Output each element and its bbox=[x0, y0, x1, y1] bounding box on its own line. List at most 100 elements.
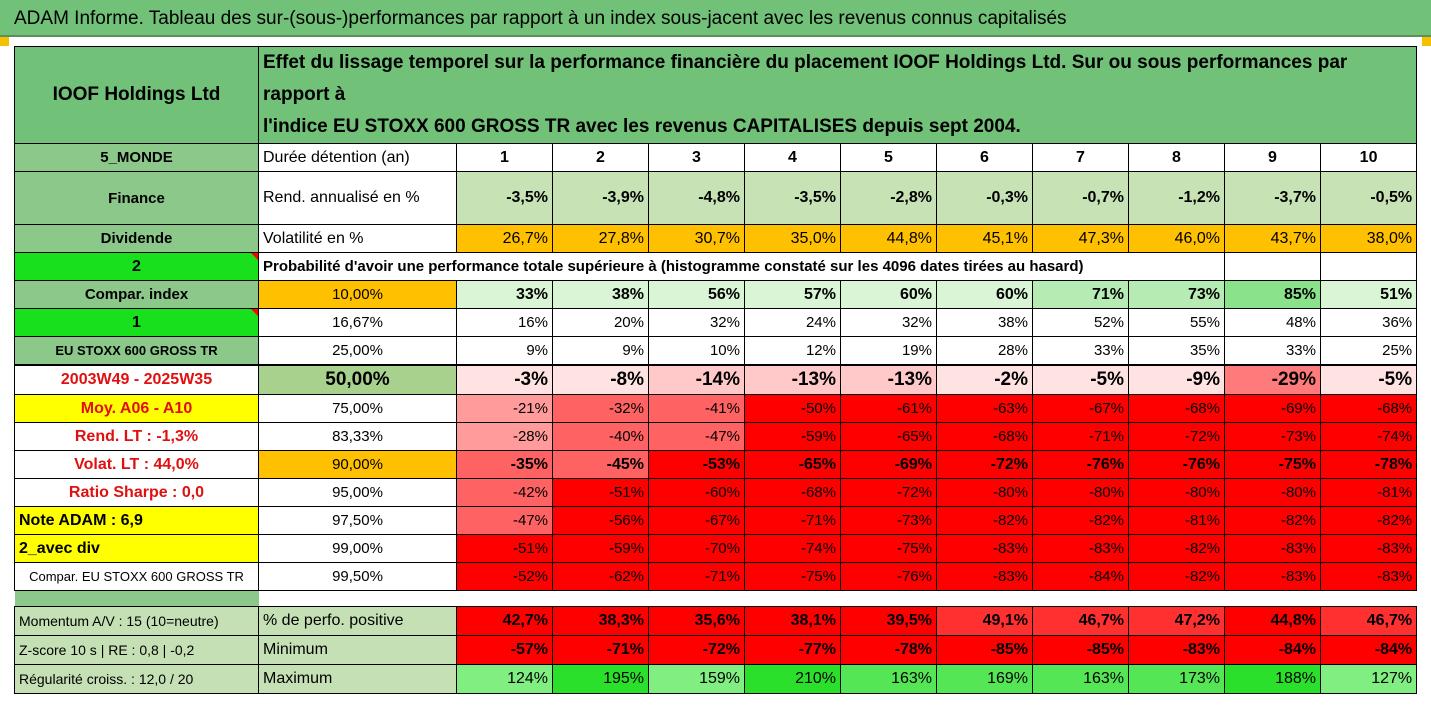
percentile-row: Note ADAM : 6,9 97,50% -47% -56% -67% -71% -73… bbox=[14, 506, 1418, 535]
header-description-row: IOOF Holdings Ltd Effet du lissage tempo… bbox=[14, 46, 1418, 144]
stat-cell: -85% bbox=[936, 635, 1033, 665]
stat-label: Maximum bbox=[258, 664, 457, 694]
percentile-cell: -68% bbox=[1319, 394, 1418, 423]
stat-cell: 46,7% bbox=[1032, 606, 1129, 636]
stat-cell: -72% bbox=[648, 635, 745, 665]
percentile-cell: -82% bbox=[1319, 506, 1418, 535]
percentile-cell: -14% bbox=[648, 363, 745, 395]
percentile-cell: 60% bbox=[936, 280, 1033, 309]
report-title: ADAM Informe. Tableau des sur-(sous-)per… bbox=[0, 0, 1431, 37]
percentile-row: Ratio Sharpe : 0,0 95,00% -42% -51% -60% -68%… bbox=[14, 478, 1418, 507]
percentile-cell: 51% bbox=[1319, 280, 1418, 309]
percentile-cell: -82% bbox=[1224, 506, 1321, 535]
percentile-cell: -35% bbox=[456, 450, 553, 479]
annualized-return-cell: -3,7% bbox=[1224, 171, 1321, 225]
percentile-cell: 85% bbox=[1224, 280, 1321, 309]
percentile-cell: -83% bbox=[936, 534, 1033, 563]
percentile-cell: -69% bbox=[1224, 394, 1321, 423]
years-header-row: 5_MONDE Durée détention (an) 1 2 3 4 5 6… bbox=[14, 143, 1418, 172]
volatility-cell: 30,7% bbox=[648, 224, 745, 253]
percentile-cell: 24% bbox=[744, 308, 841, 337]
percentile-cell: -40% bbox=[552, 422, 649, 451]
percentile-cell: -45% bbox=[552, 450, 649, 479]
stat-cell: 35,6% bbox=[648, 606, 745, 636]
percentile-cell: 35% bbox=[1128, 336, 1225, 365]
volatility-cell: 27,8% bbox=[552, 224, 649, 253]
stat-cell: 169% bbox=[936, 664, 1033, 694]
percentile-cell: -62% bbox=[552, 562, 649, 591]
percentile-cell: 60% bbox=[840, 280, 937, 309]
percentile-cell: -82% bbox=[1128, 562, 1225, 591]
adam-score-label: Note ADAM : 6,9 bbox=[14, 506, 259, 535]
stat-cell: 42,7% bbox=[456, 606, 553, 636]
percentile-cell: -68% bbox=[744, 478, 841, 507]
selector-one[interactable]: 1 bbox=[14, 308, 259, 337]
compare-index-label: Compar. EU STOXX 600 GROSS TR bbox=[14, 562, 259, 591]
percentile-cell: -59% bbox=[744, 422, 841, 451]
long-term-return-label: Rend. LT : -1,3% bbox=[14, 422, 259, 451]
momentum-label: Momentum A/V : 15 (10=neutre) bbox=[14, 606, 259, 636]
percentile-row: EU STOXX 600 GROSS TR 25,00% 9% 9% 10% 12% 19%… bbox=[14, 336, 1418, 365]
volatility-cell: 46,0% bbox=[1128, 224, 1225, 253]
probability-caption: Probabilité d'avoir une performance tota… bbox=[258, 252, 1225, 281]
stat-cell: 163% bbox=[1032, 664, 1129, 694]
zscore-label: Z-score 10 s | RE : 0,8 | -0,2 bbox=[14, 635, 259, 665]
selector-two[interactable]: 2 bbox=[14, 252, 259, 281]
volatility-label: Volatilité en % bbox=[258, 224, 457, 253]
percentile-cell: -75% bbox=[840, 534, 937, 563]
year-header: 3 bbox=[648, 143, 745, 172]
percentile-cell: -80% bbox=[1128, 478, 1225, 507]
probability-header-row: 2 Probabilité d'avoir une performance to… bbox=[14, 252, 1418, 281]
percentile-row: Rend. LT : -1,3% 83,33% -28% -40% -47% -59% -6… bbox=[14, 422, 1418, 451]
percentile-cell: 12% bbox=[744, 336, 841, 365]
annualized-return-row: Finance Rend. annualisé en % -3,5% -3,9% -… bbox=[14, 171, 1418, 225]
annualized-return-cell: -3,5% bbox=[744, 171, 841, 225]
percentile-cell: -65% bbox=[744, 450, 841, 479]
sector-label[interactable]: Finance bbox=[14, 171, 259, 225]
percentile-cell: -51% bbox=[552, 478, 649, 507]
dividend-label[interactable]: Dividende bbox=[14, 224, 259, 253]
company-name[interactable]: IOOF Holdings Ltd bbox=[14, 46, 259, 144]
percentile-cell: -60% bbox=[648, 478, 745, 507]
percentile-label: 83,33% bbox=[258, 422, 457, 451]
stat-cell: 38,1% bbox=[744, 606, 841, 636]
spacer-row bbox=[14, 590, 1417, 607]
stat-cell: 49,1% bbox=[936, 606, 1033, 636]
percentile-cell: 20% bbox=[552, 308, 649, 337]
annualized-return-label: Rend. annualisé en % bbox=[258, 171, 457, 225]
year-header: 4 bbox=[744, 143, 841, 172]
stat-cell: 159% bbox=[648, 664, 745, 694]
percentile-cell: -50% bbox=[744, 394, 841, 423]
percentile-cell: -71% bbox=[1032, 422, 1129, 451]
percentile-cell: -5% bbox=[1032, 363, 1129, 395]
region-label[interactable]: 5_MONDE bbox=[14, 143, 259, 172]
stat-label: % de perfo. positive bbox=[258, 606, 457, 636]
percentile-cell: 28% bbox=[936, 336, 1033, 365]
percentile-cell: 9% bbox=[456, 336, 553, 365]
percentile-row: Moy. A06 - A10 75,00% -21% -32% -41% -50% -61%… bbox=[14, 394, 1418, 423]
percentile-cell: -67% bbox=[1032, 394, 1129, 423]
stat-cell: 38,3% bbox=[552, 606, 649, 636]
percentile-cell: 16% bbox=[456, 308, 553, 337]
corner-marker bbox=[0, 37, 9, 46]
percentile-label: 16,67% bbox=[258, 308, 457, 337]
percentile-cell: -83% bbox=[1319, 534, 1418, 563]
percentile-cell: -51% bbox=[456, 534, 553, 563]
percentile-cell: 38% bbox=[552, 280, 649, 309]
percentile-cell: -28% bbox=[456, 422, 553, 451]
stat-cell: 124% bbox=[456, 664, 553, 694]
volatility-cell: 38,0% bbox=[1319, 224, 1418, 253]
empty-cell bbox=[1224, 252, 1321, 281]
percentile-cell: -3% bbox=[456, 363, 553, 395]
percentile-row: 1 16,67% 16% 20% 32% 24% 32% 38% 52% 55% 48% 36% bbox=[14, 308, 1418, 337]
percentile-cell: 33% bbox=[456, 280, 553, 309]
percentile-cell: 32% bbox=[648, 308, 745, 337]
percentile-cell: 55% bbox=[1128, 308, 1225, 337]
volatility-row: Dividende Volatilité en % 26,7% 27,8% 30,7… bbox=[14, 224, 1418, 253]
stat-label: Minimum bbox=[258, 635, 457, 665]
percentile-cell: -81% bbox=[1319, 478, 1418, 507]
percentile-cell: -47% bbox=[456, 506, 553, 535]
percentile-cell: -83% bbox=[1224, 562, 1321, 591]
percentile-cell: -59% bbox=[552, 534, 649, 563]
percentile-cell: 52% bbox=[1032, 308, 1129, 337]
